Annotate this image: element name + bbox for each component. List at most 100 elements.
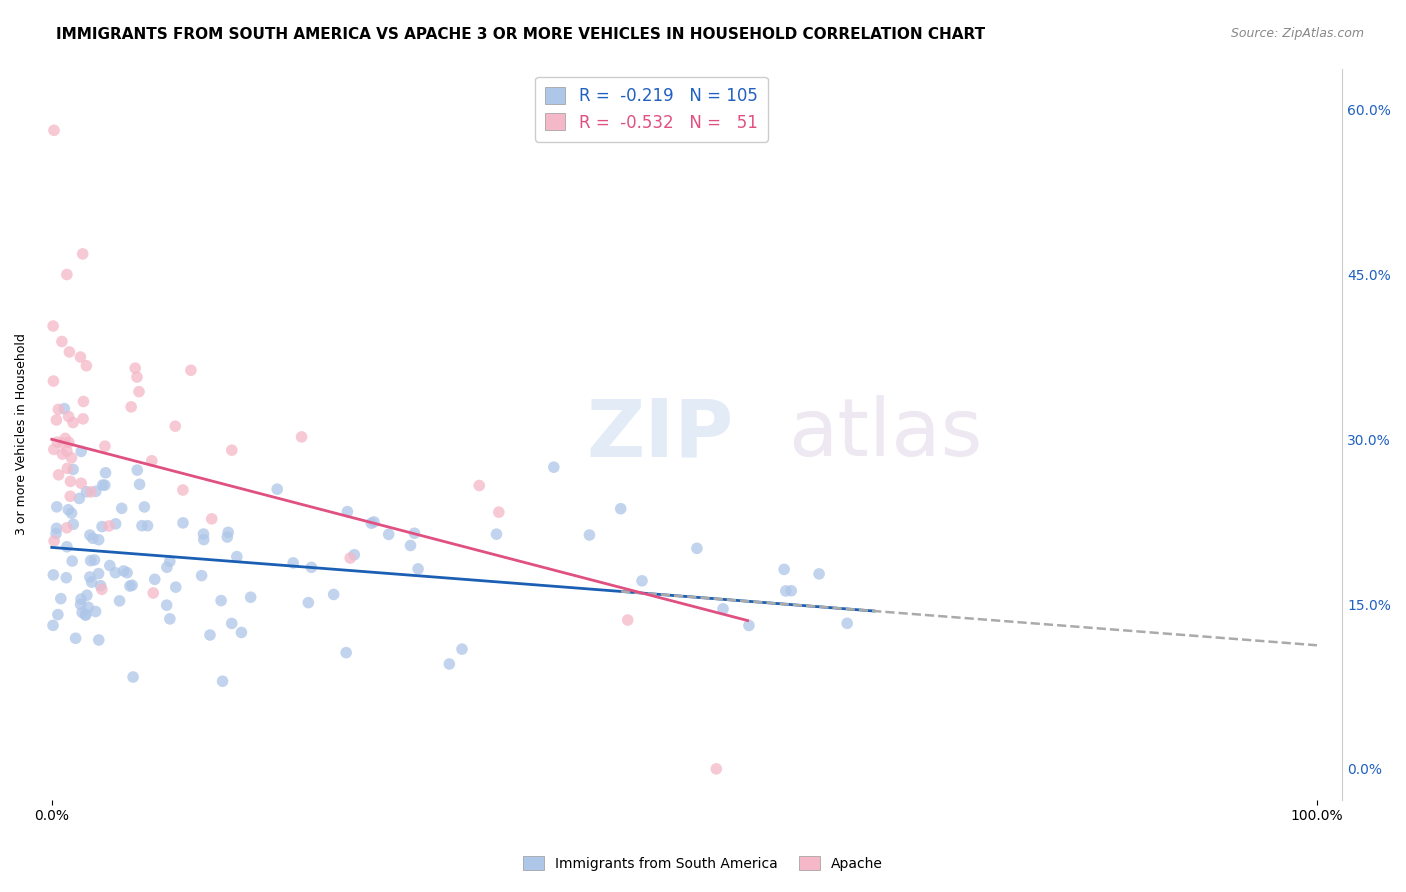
Point: [239, 591, 262, 605]
Point: [221, 443, 243, 458]
Point: [808, 566, 831, 581]
Point: [543, 460, 565, 475]
Point: [70, 444, 93, 458]
Point: [127, 463, 149, 477]
Point: [62, 517, 84, 532]
Point: [72, 394, 94, 409]
Point: [75, 608, 97, 623]
Point: [45, 500, 67, 514]
Point: [98, 558, 121, 573]
Point: [711, 602, 734, 616]
Point: [297, 596, 319, 610]
Point: [128, 477, 150, 491]
Point: [198, 628, 221, 642]
Point: [339, 551, 361, 566]
Point: [90, 582, 112, 597]
Text: atlas: atlas: [789, 395, 983, 473]
Point: [42, 618, 65, 632]
Point: [79, 554, 101, 568]
Point: [115, 566, 138, 580]
Point: [75, 607, 97, 622]
Point: [90, 579, 112, 593]
Point: [45, 526, 67, 541]
Point: [159, 612, 181, 626]
Point: [377, 527, 399, 541]
Point: [134, 500, 156, 514]
Text: IMMIGRANTS FROM SOUTH AMERICA VS APACHE 3 OR MORE VEHICLES IN HOUSEHOLD CORRELAT: IMMIGRANTS FROM SOUTH AMERICA VS APACHE …: [56, 27, 986, 42]
Point: [172, 516, 194, 530]
Point: [42, 374, 65, 388]
Point: [142, 586, 165, 600]
Point: [75, 359, 97, 373]
Point: [283, 556, 305, 570]
Point: [76, 588, 98, 602]
Point: [112, 564, 135, 578]
Point: [87, 533, 110, 547]
Point: [48, 467, 70, 482]
Point: [165, 419, 187, 434]
Point: [58, 345, 80, 359]
Point: [121, 578, 143, 592]
Point: [42, 442, 65, 457]
Point: [84, 605, 107, 619]
Point: [225, 549, 247, 564]
Point: [84, 484, 107, 499]
Point: [42, 567, 65, 582]
Point: [193, 527, 215, 541]
Point: [124, 361, 146, 376]
Point: [45, 413, 67, 427]
Point: [94, 478, 117, 492]
Point: [159, 554, 181, 568]
Point: [704, 762, 727, 776]
Point: [70, 592, 93, 607]
Point: [221, 616, 243, 631]
Point: [118, 579, 141, 593]
Point: [488, 505, 510, 519]
Point: [780, 583, 803, 598]
Point: [62, 462, 84, 476]
Point: [60, 506, 83, 520]
Point: [336, 505, 359, 519]
Point: [360, 516, 382, 531]
Point: [59, 489, 82, 503]
Point: [363, 515, 385, 529]
Point: [211, 674, 233, 689]
Y-axis label: 3 or more Vehicles in Household: 3 or more Vehicles in Household: [15, 334, 28, 535]
Point: [82, 531, 104, 545]
Point: [48, 402, 70, 417]
Point: [83, 553, 105, 567]
Point: [91, 519, 114, 533]
Point: [56, 521, 79, 535]
Point: [67, 491, 90, 506]
Point: [65, 632, 87, 646]
Point: [108, 594, 131, 608]
Point: [399, 539, 422, 553]
Point: [76, 484, 98, 499]
Point: [49, 591, 72, 606]
Point: [62, 416, 84, 430]
Point: [837, 616, 859, 631]
Point: [45, 521, 67, 535]
Point: [217, 530, 239, 544]
Point: [58, 502, 80, 516]
Point: [79, 570, 101, 584]
Point: [578, 528, 600, 542]
Point: [468, 478, 491, 492]
Point: [46, 607, 69, 622]
Point: [97, 519, 120, 533]
Point: [231, 625, 253, 640]
Text: Source: ZipAtlas.com: Source: ZipAtlas.com: [1230, 27, 1364, 40]
Point: [122, 670, 145, 684]
Point: [69, 350, 91, 364]
Point: [55, 571, 77, 585]
Point: [451, 642, 474, 657]
Point: [404, 526, 426, 541]
Point: [111, 501, 134, 516]
Point: [131, 518, 153, 533]
Point: [686, 541, 709, 556]
Point: [616, 613, 638, 627]
Point: [91, 478, 114, 492]
Point: [190, 568, 212, 582]
Point: [773, 562, 796, 576]
Point: [53, 401, 76, 416]
